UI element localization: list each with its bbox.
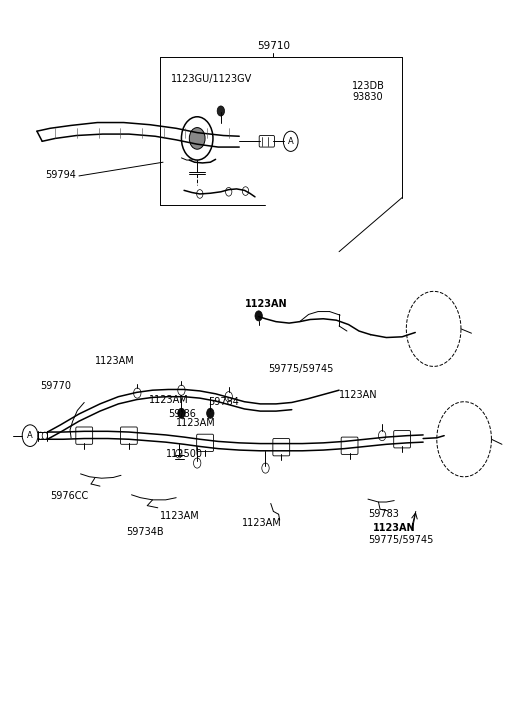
Text: 1123AM: 1123AM xyxy=(160,511,200,521)
FancyBboxPatch shape xyxy=(259,135,275,147)
Circle shape xyxy=(207,409,214,418)
Text: 1123GU/1123GV: 1123GU/1123GV xyxy=(171,74,252,84)
Text: 59/86: 59/86 xyxy=(168,409,196,419)
Text: 93830: 93830 xyxy=(352,92,383,103)
Circle shape xyxy=(217,106,225,116)
Circle shape xyxy=(193,458,201,468)
FancyBboxPatch shape xyxy=(393,430,410,448)
Text: 59770: 59770 xyxy=(40,381,72,391)
Text: 1123AN: 1123AN xyxy=(373,523,416,533)
Text: 59794: 59794 xyxy=(45,169,76,180)
Text: 1123AM: 1123AM xyxy=(149,395,189,405)
Circle shape xyxy=(379,430,386,441)
Circle shape xyxy=(178,385,185,395)
Text: 1123AN: 1123AN xyxy=(339,390,378,400)
Text: 5976CC: 5976CC xyxy=(50,491,88,501)
FancyBboxPatch shape xyxy=(273,438,290,456)
Circle shape xyxy=(226,188,232,196)
Circle shape xyxy=(255,311,262,321)
Circle shape xyxy=(262,463,269,473)
Circle shape xyxy=(242,187,249,196)
FancyBboxPatch shape xyxy=(121,427,138,444)
Text: 59710: 59710 xyxy=(257,41,290,51)
Circle shape xyxy=(178,409,185,418)
FancyBboxPatch shape xyxy=(341,437,358,454)
Text: 112500: 112500 xyxy=(166,449,203,459)
FancyBboxPatch shape xyxy=(196,434,213,451)
Circle shape xyxy=(225,392,233,402)
Text: A: A xyxy=(27,431,33,440)
Text: 59734B: 59734B xyxy=(126,526,164,537)
Text: A: A xyxy=(288,137,294,146)
Text: 1123AM: 1123AM xyxy=(95,356,134,366)
Text: 1123AM: 1123AM xyxy=(242,518,281,528)
Text: 59783: 59783 xyxy=(368,509,399,518)
Circle shape xyxy=(134,388,141,398)
Circle shape xyxy=(42,432,47,439)
Text: 123DB: 123DB xyxy=(352,81,385,91)
Text: 1123AN: 1123AN xyxy=(244,300,287,310)
Text: 59775/59745: 59775/59745 xyxy=(268,364,333,374)
FancyBboxPatch shape xyxy=(76,427,92,444)
Circle shape xyxy=(190,127,205,149)
Circle shape xyxy=(176,449,182,458)
Text: 1123AM: 1123AM xyxy=(176,419,216,428)
Text: 59784: 59784 xyxy=(208,397,238,407)
Text: 59775/59745: 59775/59745 xyxy=(368,535,433,545)
Circle shape xyxy=(196,190,203,198)
Circle shape xyxy=(38,432,43,439)
